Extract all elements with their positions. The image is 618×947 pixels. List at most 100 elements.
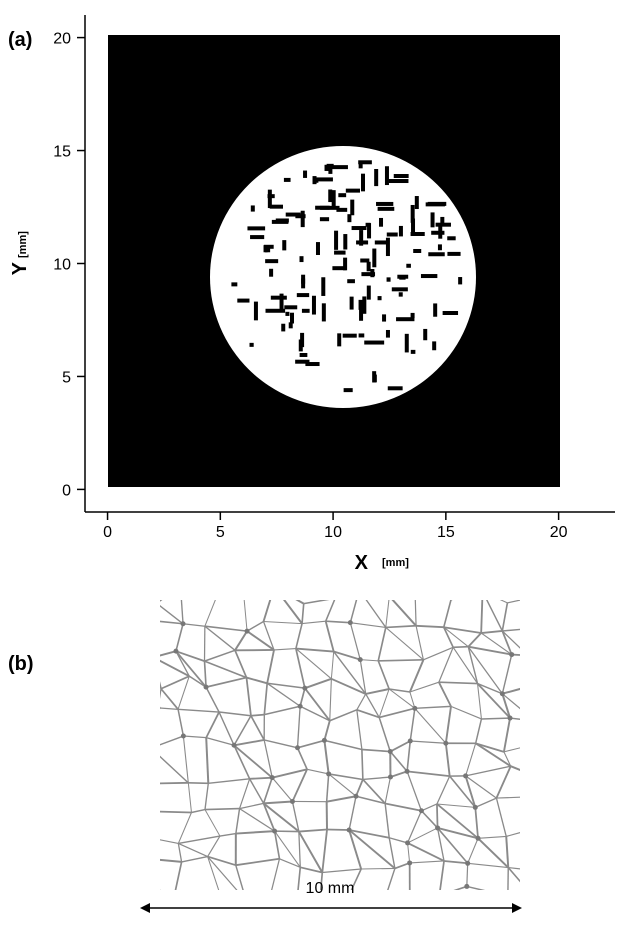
foam-strut xyxy=(221,898,246,901)
foam-strut xyxy=(483,592,503,631)
pore-wall xyxy=(405,334,409,353)
foam-strut xyxy=(468,838,478,863)
foam-strut xyxy=(504,718,510,752)
x-tick-label: 5 xyxy=(216,524,225,541)
pore-wall xyxy=(388,386,403,390)
foam-strut xyxy=(331,652,333,679)
foam-strut xyxy=(250,778,273,779)
pore-wall xyxy=(254,302,258,321)
foam-strut xyxy=(446,706,451,743)
pore-wall xyxy=(334,251,345,255)
pore-wall xyxy=(343,234,347,249)
pore-wall xyxy=(374,169,378,186)
foam-node xyxy=(509,652,514,657)
foam-strut xyxy=(407,771,421,810)
foam-strut xyxy=(410,708,415,741)
foam-strut xyxy=(390,752,407,772)
pore-wall xyxy=(389,179,409,183)
foam-node xyxy=(173,649,178,654)
pore-wall xyxy=(290,313,294,324)
foam-node xyxy=(302,686,307,691)
y-tick-label: 0 xyxy=(62,482,71,499)
foam-node xyxy=(298,704,303,709)
foam-strut xyxy=(234,716,251,746)
foam-strut xyxy=(362,750,363,780)
pore-wall xyxy=(396,317,414,321)
foam-strut xyxy=(330,710,357,721)
foam-strut xyxy=(178,709,219,712)
pore-wall xyxy=(432,341,436,350)
foam-node xyxy=(272,584,277,589)
foam-strut xyxy=(274,587,303,604)
foam-strut xyxy=(408,843,410,863)
foam-strut xyxy=(478,684,482,719)
pore-wall xyxy=(250,343,254,347)
foam-strut xyxy=(502,655,511,694)
pore-wall xyxy=(343,334,357,338)
foam-node xyxy=(354,794,359,799)
foam-strut xyxy=(496,766,510,798)
pore-wall xyxy=(360,259,369,263)
foam-strut xyxy=(151,838,178,843)
foam-strut xyxy=(468,863,509,867)
pore-wall xyxy=(265,259,278,263)
pore-wall xyxy=(322,303,326,321)
pore-wall xyxy=(300,333,304,347)
foam-strut xyxy=(235,631,247,650)
foam-strut xyxy=(217,595,244,598)
foam-strut xyxy=(528,655,531,686)
foam-strut xyxy=(324,721,329,741)
y-tick-label: 15 xyxy=(53,144,71,161)
panel-label: (b) xyxy=(8,653,34,675)
foam-strut xyxy=(360,660,378,661)
foam-node xyxy=(347,827,352,832)
foam-strut xyxy=(535,871,537,902)
pore-wall xyxy=(268,194,275,198)
panel-label: (a) xyxy=(8,29,32,51)
foam-strut xyxy=(530,797,540,827)
foam-strut xyxy=(183,736,188,783)
foam-strut xyxy=(511,766,540,778)
foam-strut xyxy=(327,796,356,801)
foam-node xyxy=(435,825,440,830)
foam-node xyxy=(204,685,209,690)
foam-strut xyxy=(363,779,385,803)
foam-strut xyxy=(205,783,208,809)
pore-wall xyxy=(426,202,445,206)
pore-wall xyxy=(338,193,346,197)
pore-wall xyxy=(272,220,289,224)
pore-wall xyxy=(281,324,285,332)
pore-wall xyxy=(386,330,390,338)
foam-strut xyxy=(191,810,205,813)
pore-wall xyxy=(265,248,270,252)
foam-strut xyxy=(378,627,386,660)
foam-node xyxy=(528,794,533,799)
foam-strut xyxy=(361,868,395,869)
y-unit: [mm] xyxy=(17,231,29,258)
pore-wall xyxy=(411,350,416,354)
foam-strut xyxy=(387,868,395,893)
foam-strut xyxy=(151,736,183,748)
pore-wall xyxy=(394,174,409,178)
pore-wall xyxy=(251,205,255,211)
foam-strut xyxy=(357,694,366,710)
foam-strut xyxy=(181,587,218,596)
pore-wall xyxy=(316,177,333,181)
foam-strut xyxy=(407,741,410,771)
foam-strut xyxy=(386,626,416,628)
pore-wall xyxy=(313,176,317,184)
foam-strut xyxy=(349,796,356,830)
foam-strut xyxy=(206,738,208,784)
pore-wall xyxy=(370,269,374,277)
foam-strut xyxy=(326,621,351,622)
foam-strut xyxy=(247,622,263,632)
foam-strut xyxy=(220,834,236,836)
foam-node xyxy=(443,741,448,746)
foam-node xyxy=(232,743,237,748)
foam-strut xyxy=(334,652,361,660)
foam-strut xyxy=(350,623,360,660)
foam-strut xyxy=(408,843,444,861)
foam-strut xyxy=(468,633,481,647)
pore-wall xyxy=(350,200,354,216)
